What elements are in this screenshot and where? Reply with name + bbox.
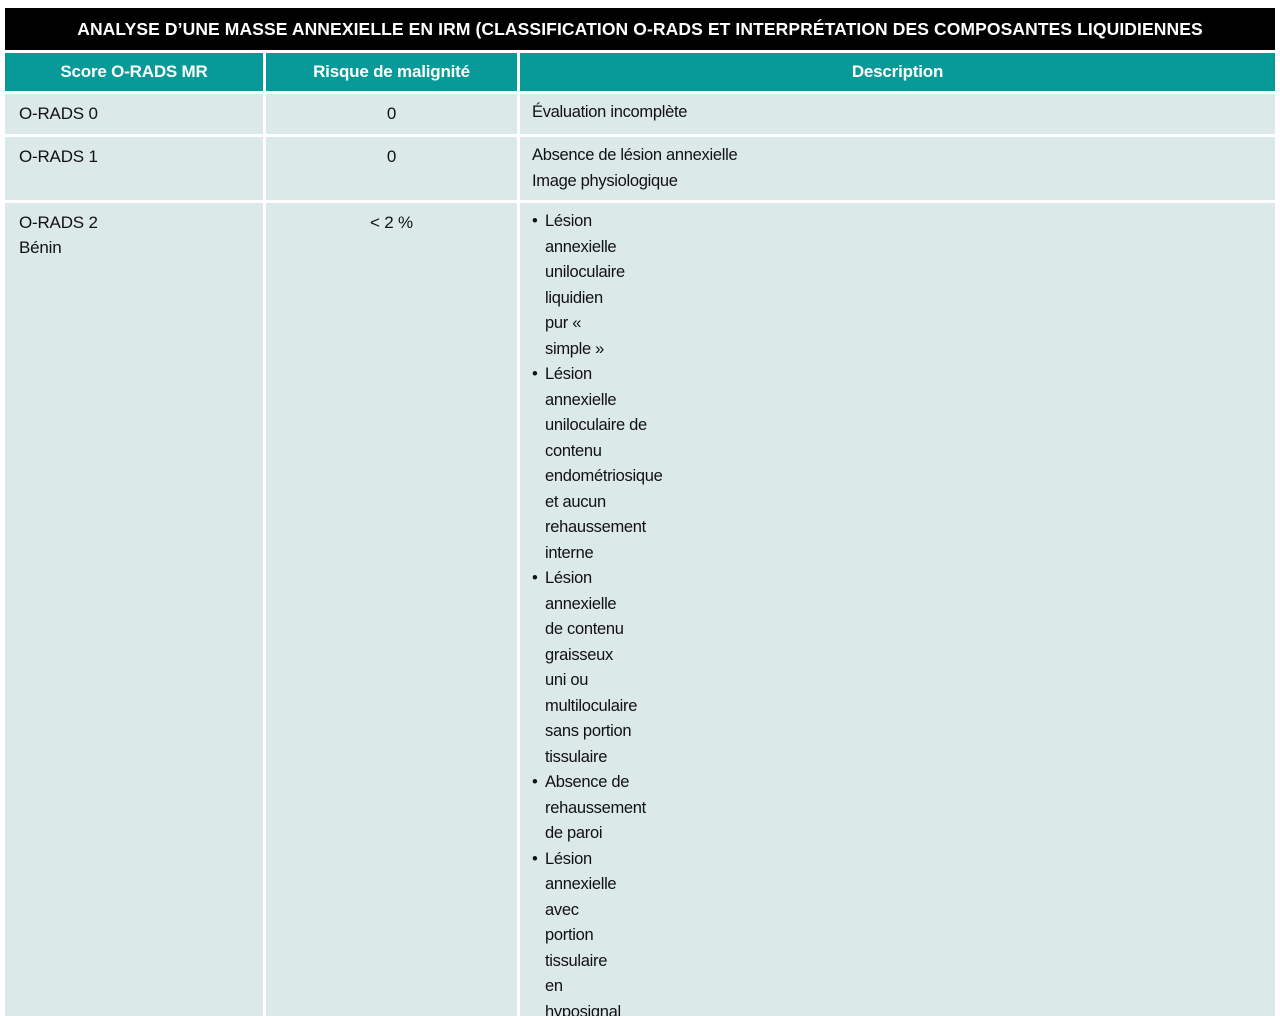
description-line: • Lésion annexielle uniloculaire de conte… bbox=[532, 362, 663, 566]
orads-header-row: Score O-RADS MR Risque de malignité Desc… bbox=[5, 53, 1275, 91]
header-risque-malignite: Risque de malignité bbox=[266, 53, 517, 91]
score-value: O-RADS 2 bbox=[19, 213, 98, 232]
description-text: Lésion annexielle de contenu graisseux u… bbox=[545, 569, 638, 766]
score-cell: O-RADS 2 Bénin bbox=[5, 203, 263, 1016]
description-text: Lésion annexielle avec portion tissulair… bbox=[545, 849, 621, 1016]
description-text: Absence de lésion annexielle bbox=[532, 146, 738, 164]
description-line: Absence de lésion annexielle bbox=[532, 143, 1267, 169]
description-line: • Lésion annexielle uniloculaire liquidie… bbox=[532, 209, 625, 362]
orads-table-row: O-RADS 1 0 Absence de lésion annexielle Ima… bbox=[5, 137, 1275, 200]
description-cell: • Lésion annexielle uniloculaire liquidie… bbox=[520, 203, 1275, 1016]
description-line: Image physiologique bbox=[532, 169, 1267, 195]
orads-table-row: O-RADS 0 0 Évaluation incomplète bbox=[5, 94, 1275, 134]
bullet-marker: • bbox=[532, 365, 538, 383]
score-cell: O-RADS 1 bbox=[5, 137, 263, 200]
description-text: Absence de rehaussement de paroi bbox=[545, 773, 646, 842]
score-value: O-RADS 0 bbox=[19, 104, 98, 123]
header-description: Description bbox=[520, 53, 1275, 91]
description-text: Évaluation incomplète bbox=[532, 103, 688, 121]
bullet-marker: • bbox=[532, 849, 538, 868]
bullet-marker: • bbox=[532, 212, 538, 230]
orads-table-row: O-RADS 2 Bénin < 2 % • Lésion annexielle uni… bbox=[5, 203, 1275, 1016]
description-line: • Lésion annexielle de contenu graisseux … bbox=[532, 566, 637, 770]
description-cell: Absence de lésion annexielle Image physio… bbox=[520, 137, 1275, 200]
score-value: O-RADS 1 bbox=[19, 147, 98, 166]
risk-cell: 0 bbox=[266, 94, 517, 134]
score-cell: O-RADS 0 bbox=[5, 94, 263, 134]
table-title: ANALYSE D’UNE MASSE ANNEXIELLE EN IRM (C… bbox=[5, 8, 1275, 50]
bullet-marker: • bbox=[532, 773, 538, 791]
description-text: Lésion annexielle uniloculaire de conten… bbox=[545, 365, 663, 562]
table-title-text: ANALYSE D’UNE MASSE ANNEXIELLE EN IRM (C… bbox=[77, 18, 1203, 39]
description-line: • Absence de rehaussement de paroi bbox=[532, 770, 646, 847]
score-qualifier: Bénin bbox=[19, 238, 62, 257]
description-text: Lésion annexielle uniloculaire liquidien… bbox=[545, 212, 625, 358]
description-text: Image physiologique bbox=[532, 171, 678, 190]
risk-cell: 0 bbox=[266, 137, 517, 200]
description-line: • Lésion annexielle avec portion tissulai… bbox=[532, 847, 621, 1016]
header-score-orads-mr: Score O-RADS MR bbox=[5, 53, 263, 91]
description-cell: Évaluation incomplète bbox=[520, 94, 1275, 134]
description-line: Évaluation incomplète bbox=[532, 100, 1267, 126]
bullet-marker: • bbox=[532, 569, 538, 587]
risk-cell: < 2 % bbox=[266, 203, 517, 1016]
